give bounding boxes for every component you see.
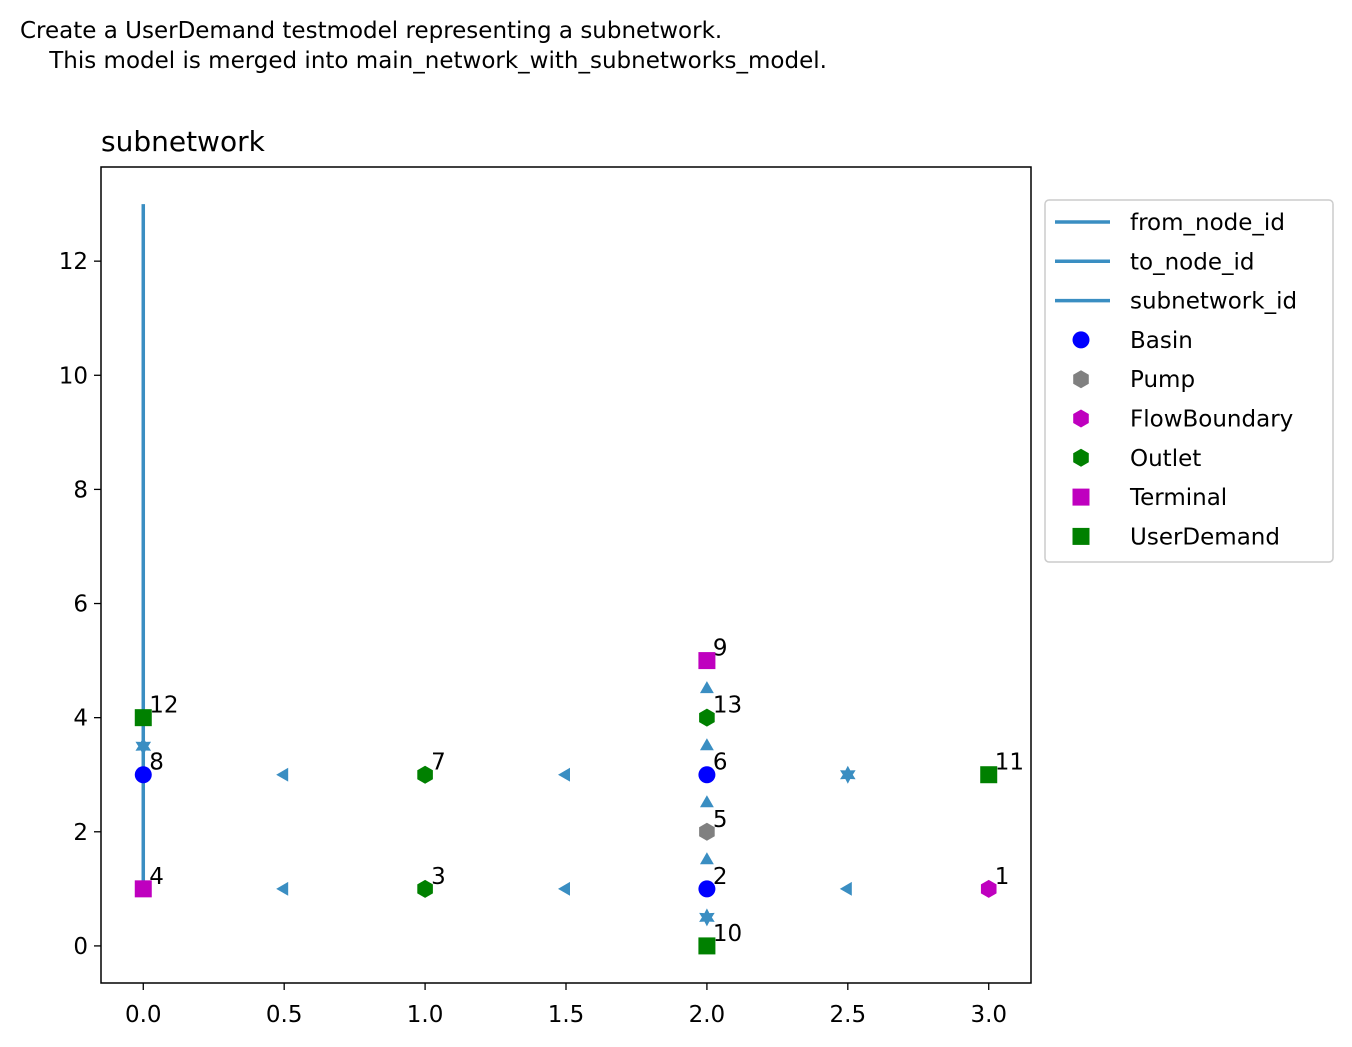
x-tick-label: 2.0 <box>689 1002 726 1028</box>
legend-marker-terminal <box>1072 488 1090 506</box>
legend-frame <box>1044 199 1334 563</box>
edge-marker-triangle-left <box>839 881 852 896</box>
figure-title-line-2: This model is merged into main_network_w… <box>20 48 827 74</box>
axes-frame <box>100 166 1032 984</box>
figure-title-line-1: Create a UserDemand testmodel representi… <box>20 18 723 44</box>
node-label: 4 <box>149 864 164 890</box>
node-label: 6 <box>713 750 728 776</box>
node-label: 13 <box>713 693 742 719</box>
node-marker-basin <box>134 766 152 784</box>
legend: from_node_id to_node_id subnetwork_id Basin… <box>1044 199 1334 563</box>
legend-marker-pump <box>1073 370 1089 389</box>
legend-marker-basin <box>1072 331 1090 349</box>
node-marker-basin <box>698 880 716 898</box>
node-label: 8 <box>149 750 164 776</box>
edge-marker-triangle-up <box>699 852 714 865</box>
node-marker-outlet <box>417 879 433 898</box>
edge-marker-triangle-left <box>558 881 570 896</box>
x-tick-label: 1.0 <box>407 1002 444 1028</box>
legend-marker-outlet <box>1073 448 1089 467</box>
node-marker-userdemand <box>134 709 152 727</box>
node-marker-basin <box>698 766 716 784</box>
node-label: 2 <box>713 864 728 890</box>
node-marker-flowboundary <box>980 879 997 898</box>
legend-label: to_node_id <box>1130 249 1254 275</box>
legend-label: Outlet <box>1130 446 1201 472</box>
edge-marker-triangle-up <box>699 738 714 751</box>
x-tick-label: 1.5 <box>548 1002 585 1028</box>
edge-marker-triangle-up <box>699 681 714 694</box>
x-tick-label: 0.0 <box>125 1002 162 1028</box>
node-marker-pump <box>699 822 715 841</box>
node-label: 5 <box>713 807 728 833</box>
axes-title: subnetwork <box>101 125 266 158</box>
legend-label: UserDemand <box>1130 524 1280 550</box>
y-tick-label: 12 <box>59 249 88 275</box>
node-marker-userdemand <box>698 937 716 955</box>
edge-marker-triangle-left <box>276 881 289 896</box>
x-tick-label: 2.5 <box>830 1002 867 1028</box>
node-marker-userdemand <box>980 766 998 784</box>
edge-marker-triangle-left <box>276 767 289 782</box>
y-tick-label: 0 <box>73 934 88 960</box>
y-tick-label: 4 <box>73 706 88 732</box>
legend-label: from_node_id <box>1130 210 1285 236</box>
edge-marker-triangle-up <box>699 795 714 808</box>
y-tick-label: 2 <box>73 820 88 846</box>
node-label: 11 <box>995 750 1024 776</box>
legend-marker-flowboundary <box>1073 409 1089 428</box>
node-label: 12 <box>149 693 178 719</box>
node-marker-outlet <box>699 708 715 727</box>
x-tick-label: 3.0 <box>970 1002 1007 1028</box>
edge-marker-star <box>840 765 856 784</box>
node-label: 3 <box>431 864 446 890</box>
x-tick-label: 0.5 <box>266 1002 303 1028</box>
node-label: 9 <box>713 636 728 662</box>
edge-marker-triangle-left <box>558 767 570 782</box>
legend-label: FlowBoundary <box>1130 407 1293 433</box>
y-tick-label: 10 <box>59 363 88 389</box>
edge-marker-star <box>699 908 715 927</box>
y-tick-label: 8 <box>73 477 88 503</box>
node-label: 10 <box>713 921 742 947</box>
legend-label: subnetwork_id <box>1130 289 1297 315</box>
y-tick-label: 6 <box>73 592 88 618</box>
figure-title: Create a UserDemand testmodel representi… <box>20 16 827 76</box>
legend-label: Terminal <box>1129 485 1227 511</box>
node-label: 7 <box>431 750 446 776</box>
node-marker-terminal <box>134 880 152 898</box>
legend-marker-userdemand <box>1072 527 1090 545</box>
node-label: 1 <box>995 864 1010 890</box>
node-marker-terminal <box>698 652 716 670</box>
node-marker-outlet <box>417 765 433 784</box>
edge-marker-star <box>135 737 152 756</box>
legend-label: Basin <box>1130 328 1193 354</box>
legend-label: Pump <box>1130 367 1195 393</box>
